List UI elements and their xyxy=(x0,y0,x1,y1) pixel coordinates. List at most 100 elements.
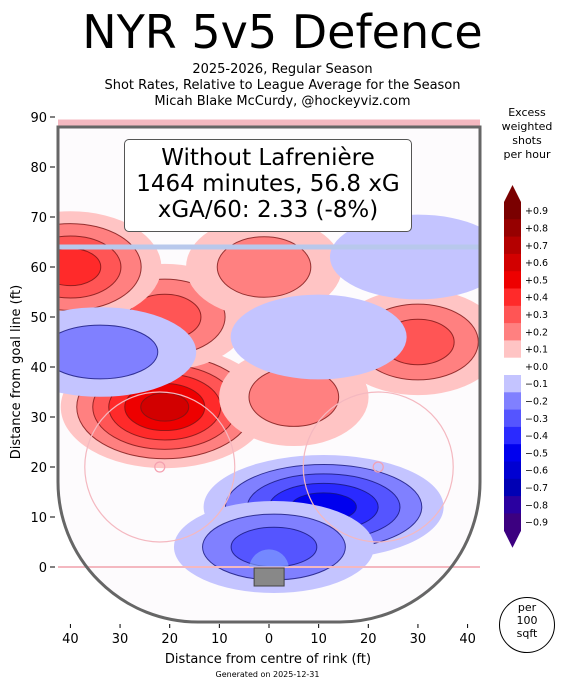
goal-crease xyxy=(249,549,289,567)
colorbar-label: +0.6 xyxy=(525,258,548,269)
x-tick-label: 10 xyxy=(211,632,228,647)
end-boundary-line xyxy=(58,119,480,126)
colorbar-label: −0.5 xyxy=(525,448,548,459)
subtitle-line-description: Shot Rates, Relative to League Average f… xyxy=(104,78,461,93)
colorbar-segment xyxy=(504,496,521,514)
contour-level xyxy=(329,214,480,300)
footer-generated: Generated on 2025-12-31 xyxy=(215,670,320,679)
colorbar-segment xyxy=(504,444,521,462)
y-tick-label: 60 xyxy=(30,261,47,276)
colorbar-label: +0.2 xyxy=(525,327,548,338)
contour-level xyxy=(140,392,190,422)
hotspot xyxy=(230,294,407,380)
blue-line xyxy=(58,244,480,250)
contour-level xyxy=(58,247,102,287)
y-tick-label: 40 xyxy=(30,361,47,376)
colorbar-label: +0.1 xyxy=(525,345,548,356)
area-unit-line: 100 xyxy=(516,614,538,627)
faceoff-circle-right xyxy=(302,391,454,543)
colorbar-segment xyxy=(504,236,521,255)
colorbar-title: Excess weighted shots per hour xyxy=(492,106,562,162)
faceoff-dot-right xyxy=(372,461,384,473)
area-unit-line: per xyxy=(517,601,537,614)
hotspot xyxy=(58,307,197,397)
colorbar-label: +0.7 xyxy=(525,241,548,252)
annotation-line-toi: 1464 minutes, 56.8 xG xyxy=(136,171,400,197)
colorbar-segment xyxy=(504,202,521,220)
colorbar-segment xyxy=(504,426,521,445)
colorbar-title-line: per hour xyxy=(503,148,551,161)
faceoff-circle-left xyxy=(84,391,236,543)
y-tick-label: 70 xyxy=(30,211,47,226)
colorbar-segment xyxy=(504,288,521,307)
colorbar-segment xyxy=(504,323,521,341)
rink-markings xyxy=(56,119,482,624)
area-unit-line: sqft xyxy=(516,627,538,640)
colorbar-segment xyxy=(504,253,521,272)
colorbar-label: −0.7 xyxy=(525,483,548,494)
y-tick-label: 90 xyxy=(30,111,47,126)
x-tick-label: 0 xyxy=(265,632,273,647)
colorbar-segment xyxy=(504,409,521,428)
colorbar-label: −0.1 xyxy=(525,379,548,390)
x-tick-label: 30 xyxy=(410,632,427,647)
hotspot xyxy=(329,214,480,300)
y-tick-label: 80 xyxy=(30,161,47,176)
colorbar: +0.9 +0.8 +0.7 +0.6 +0.5 +0.4 +0.3 +0.2 +0.1 +0.0… xyxy=(504,185,548,548)
colorbar-label: −0.8 xyxy=(525,500,548,511)
contour-level xyxy=(216,236,312,298)
colorbar-segment xyxy=(504,375,521,393)
colorbar-top-arrow xyxy=(504,185,521,202)
colorbar-segment xyxy=(504,478,521,497)
hotspot xyxy=(173,501,374,593)
y-tick-label: 10 xyxy=(30,511,47,526)
colorbar-label: −0.9 xyxy=(525,518,548,529)
colorbar-label: +0.3 xyxy=(525,310,548,321)
colorbar-segment xyxy=(504,461,521,480)
colorbar-label: +0.9 xyxy=(525,206,548,217)
colorbar-segment xyxy=(504,340,521,359)
annotation-line-xga: xGA/60: 2.33 (-8%) xyxy=(157,197,379,223)
x-tick-label: 10 xyxy=(310,632,327,647)
colorbar-label: −0.3 xyxy=(525,414,548,425)
colorbar-label: +0.0 xyxy=(525,362,548,373)
colorbar-bottom-arrow xyxy=(504,530,521,548)
y-tick-label: 0 xyxy=(39,561,47,576)
x-axis-label: Distance from centre of rink (ft) xyxy=(165,652,371,667)
rink-boards xyxy=(56,125,482,624)
colorbar-title-line: Excess xyxy=(508,106,546,119)
subtitle-line-author: Micah Blake McCurdy, @hockeyviz.com xyxy=(154,94,411,109)
chart-subtitle: 2025-2026, Regular Season Shot Rates, Re… xyxy=(0,62,565,110)
colorbar-segment xyxy=(504,219,521,238)
colorbar-segment xyxy=(504,357,521,376)
y-tick-label: 50 xyxy=(30,311,47,326)
colorbar-segment xyxy=(504,513,521,532)
subtitle-line-season: 2025-2026, Regular Season xyxy=(192,62,373,77)
faceoff-dot-left xyxy=(154,461,166,473)
hotspot xyxy=(186,216,343,318)
area-unit-badge: per 100 sqft xyxy=(499,597,555,653)
colorbar-label: +0.5 xyxy=(525,275,548,286)
x-tick-label: 40 xyxy=(62,632,79,647)
contour-level xyxy=(230,294,407,380)
colorbar-title-line: shots xyxy=(512,134,542,147)
colorbar-title-line: weighted xyxy=(501,120,553,133)
colorbar-segment xyxy=(504,271,521,289)
axes: 0 10 20 30 40 50 60 70 80 90 40 30 20 10 0 10 20 30 40 Dist… xyxy=(9,111,476,667)
colorbar-label: +0.4 xyxy=(525,293,548,304)
x-tick-label: 20 xyxy=(161,632,178,647)
colorbar-label: −0.6 xyxy=(525,466,548,477)
colorbar-segment xyxy=(504,392,521,411)
chart-title: NYR 5v5 Defence xyxy=(82,5,483,59)
x-tick-label: 20 xyxy=(360,632,377,647)
colorbar-label: +0.8 xyxy=(525,223,548,234)
x-tick-label: 40 xyxy=(459,632,476,647)
y-tick-label: 20 xyxy=(30,461,47,476)
colorbar-label: −0.4 xyxy=(525,431,548,442)
annotation-box: Without Lafrenière 1464 minutes, 56.8 xG… xyxy=(124,139,412,232)
y-tick-label: 30 xyxy=(30,411,47,426)
contour-level xyxy=(58,324,159,380)
y-axis-label: Distance from goal line (ft) xyxy=(9,285,24,459)
goal-net xyxy=(253,567,285,587)
